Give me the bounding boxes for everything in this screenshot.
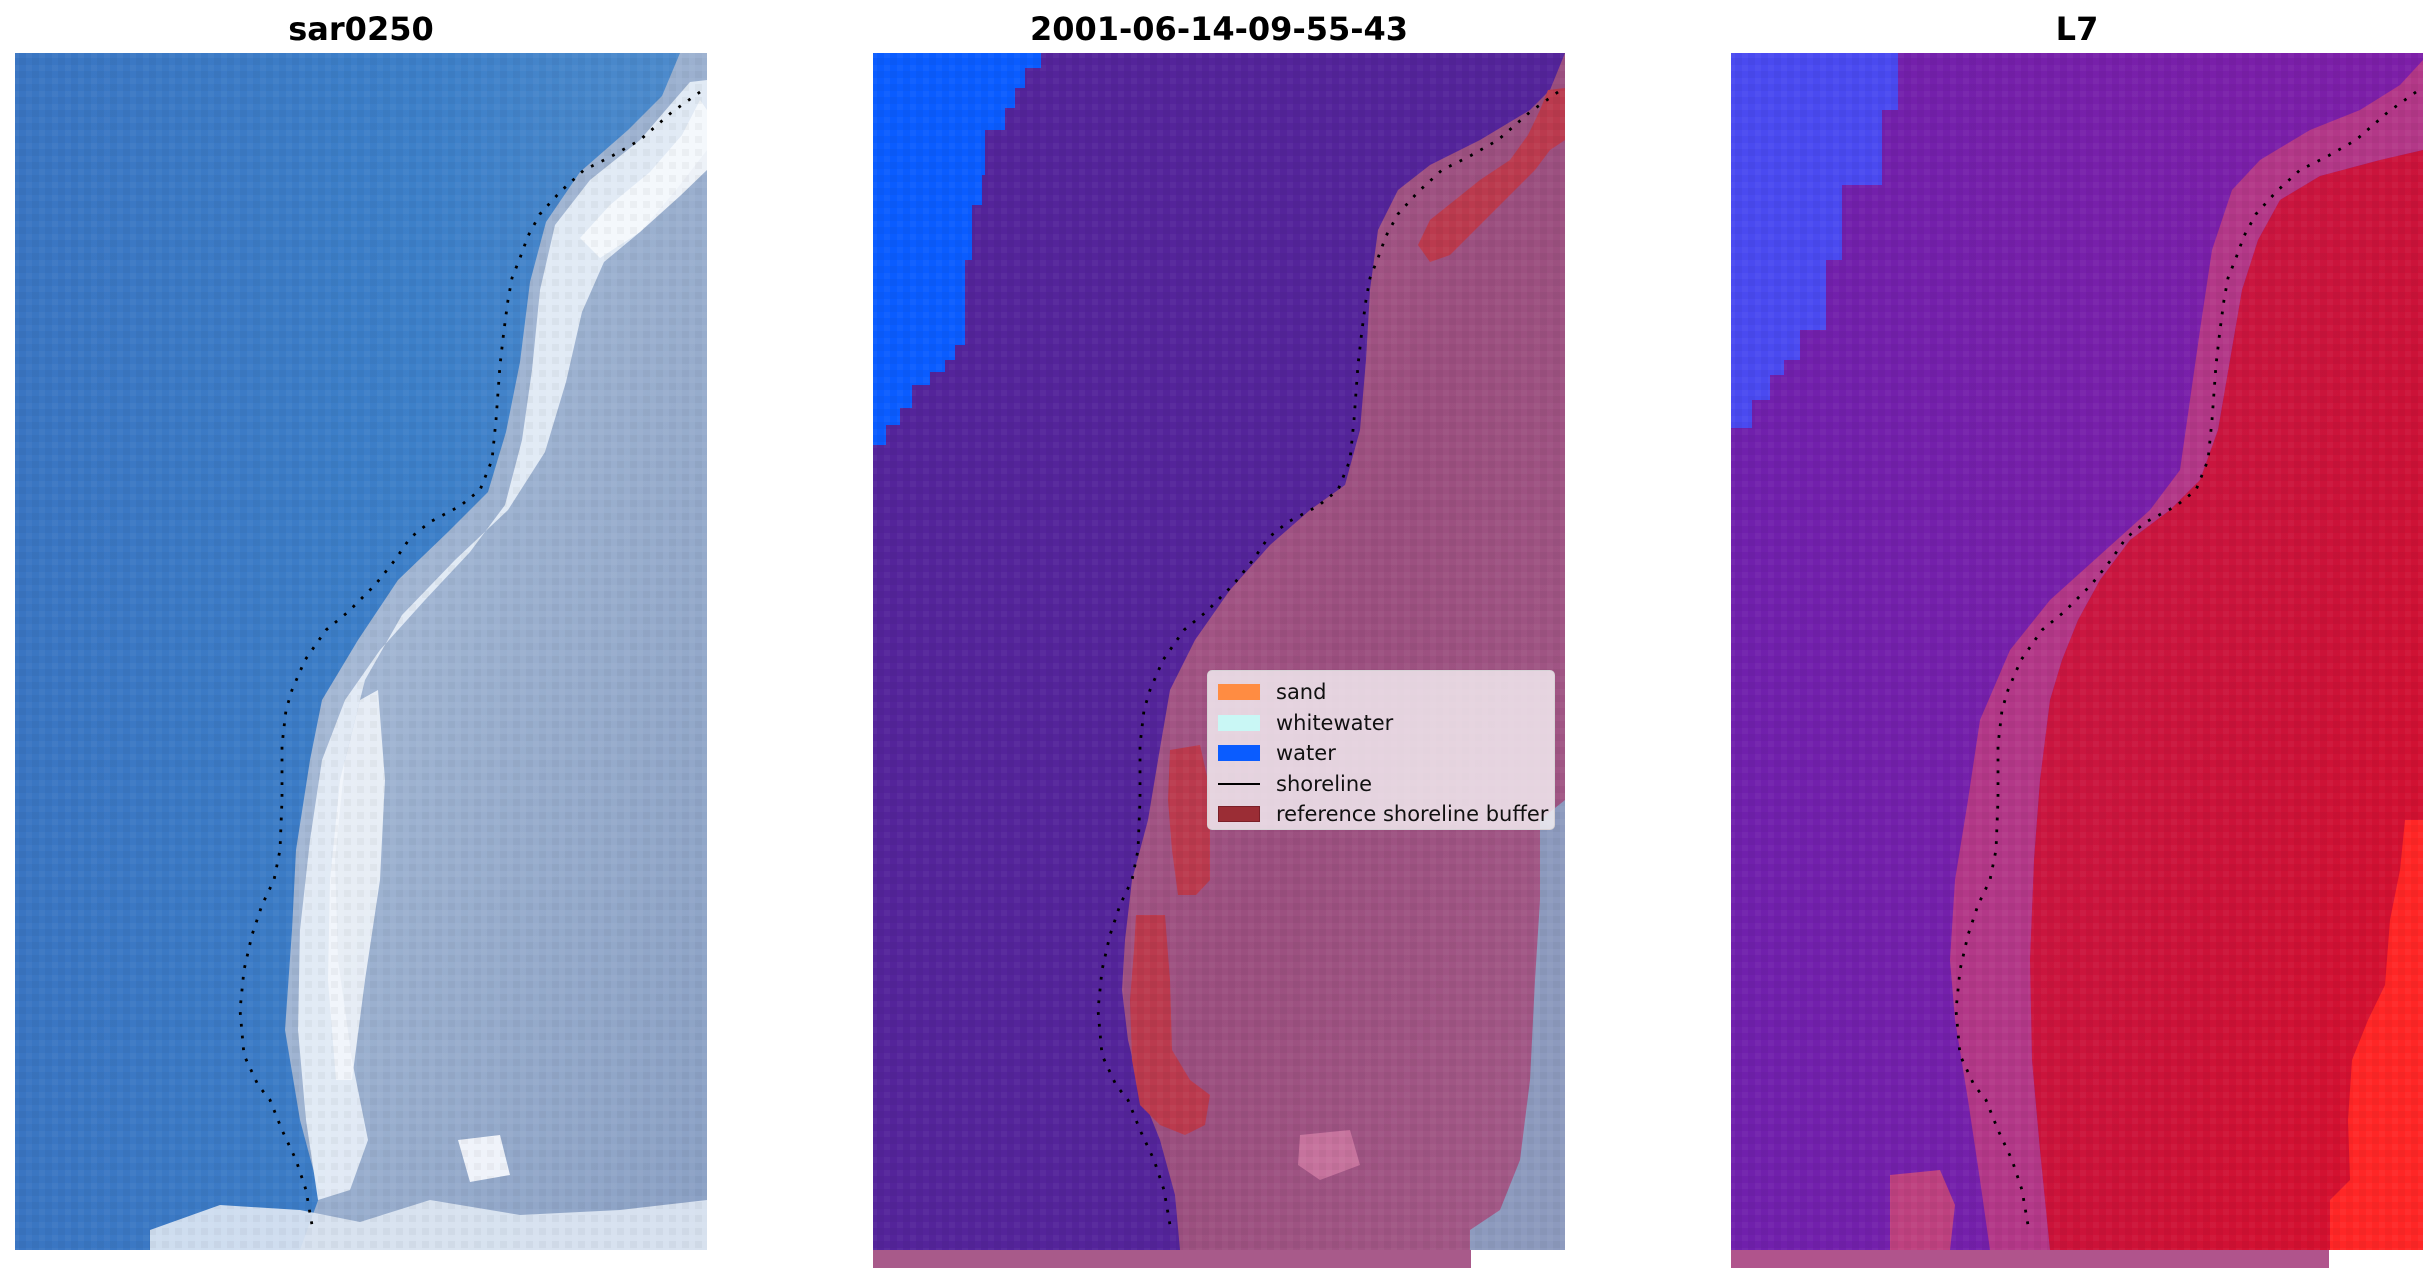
title-panel-2: 2001-06-14-09-55-43 (1029, 10, 1409, 48)
panel-1-shoreline (238, 90, 701, 1226)
legend-swatch-water (1218, 745, 1260, 762)
legend-swatch-sand (1218, 684, 1260, 701)
legend-item-sand: sand (1218, 677, 1544, 708)
legend-label-sand: sand (1276, 680, 1327, 705)
legend-label-shoreline: shoreline (1276, 771, 1373, 796)
panel-3-shoreline (1954, 90, 2417, 1226)
panel-3-image (1731, 53, 2423, 1250)
panel-3-pixel-texture (1731, 53, 2423, 1250)
panel-2-pixel-texture (873, 53, 1565, 1250)
legend-label-reference-buffer: reference shoreline buffer (1276, 802, 1549, 827)
legend-swatch-whitewater (1218, 714, 1260, 731)
title-panel-1: sar0250 (288, 10, 434, 48)
panel-1-image (15, 53, 707, 1250)
legend-label-water: water (1276, 741, 1336, 766)
legend-swatch-reference-buffer (1218, 806, 1260, 823)
legend-item-whitewater: whitewater (1218, 708, 1544, 739)
legend-item-reference-buffer: reference shoreline buffer (1218, 799, 1548, 830)
panel-2-shoreline (1096, 90, 1559, 1226)
panel-2-bottom-strip (873, 1250, 1471, 1268)
legend-item-water: water (1218, 738, 1544, 769)
legend-label-whitewater: whitewater (1276, 710, 1394, 735)
title-panel-3: L7 (2055, 10, 2099, 48)
legend: sand whitewater water shoreline referenc… (1207, 670, 1555, 830)
legend-swatch-shoreline (1218, 776, 1260, 792)
panel-2-image (873, 53, 1565, 1250)
panel-3-bottom-strip (1731, 1250, 2329, 1268)
panel-1-pixel-texture (15, 53, 707, 1250)
legend-item-shoreline: shoreline (1218, 769, 1544, 800)
